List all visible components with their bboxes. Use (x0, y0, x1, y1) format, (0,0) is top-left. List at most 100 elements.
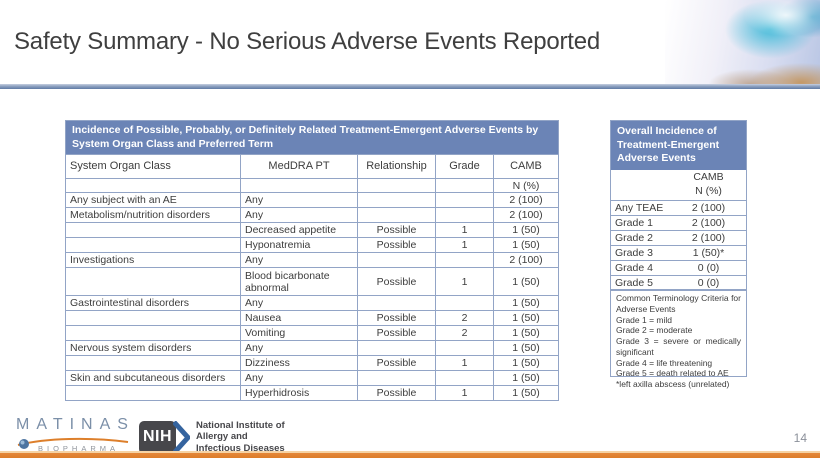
cell-camb: 1 (50) (493, 222, 559, 239)
cell-soc: Nervous system disorders (65, 340, 241, 357)
overall-row: Grade 5 0 (0) (611, 274, 746, 290)
cell-relationship (357, 252, 436, 269)
cell-pt: Any (240, 252, 358, 269)
cell-grade (435, 207, 494, 224)
footnote-line: Grade 4 = life threatening (616, 357, 713, 368)
cell-relationship (357, 370, 436, 387)
cell-grade: 1 (435, 267, 494, 297)
table-row: Any subject with an AE Any 2 (100) (65, 192, 559, 209)
cell-soc (65, 385, 241, 402)
footnote-line: *left axilla abscess (unrelated) (616, 379, 730, 390)
matinas-swoosh-icon (17, 437, 129, 449)
cell-camb: 1 (50) (493, 370, 559, 387)
overall-row-value: 0 (0) (671, 259, 746, 276)
cell-soc (65, 267, 241, 297)
cell-grade: 1 (435, 355, 494, 372)
cell-camb: 1 (50) (493, 385, 559, 402)
cell-relationship: Possible (357, 237, 436, 254)
footnote-line: Grade 5 = death related to AE (616, 368, 729, 379)
footnote-line: Grade 3 = severe or medically significan… (616, 336, 741, 357)
overall-n-pct-label: N (%) (695, 184, 722, 197)
cell-relationship: Possible (357, 222, 436, 239)
table-row: Gastrointestinal disorders Any 1 (50) (65, 295, 559, 312)
table-row: Decreased appetite Possible 1 1 (50) (65, 222, 559, 239)
cell-soc (65, 222, 241, 239)
overall-row: Grade 3 1 (50)* (611, 244, 746, 261)
overall-row-label: Grade 4 (611, 259, 671, 276)
matinas-biopharma-label: BIOPHARMA (38, 444, 120, 453)
cell-grade: 1 (435, 222, 494, 239)
cell-soc: Gastrointestinal disorders (65, 295, 241, 312)
cell-relationship: Possible (357, 325, 436, 342)
grade-legend-footnote: Common Terminology Criteria for Adverse … (610, 289, 747, 389)
cell-pt: Any (240, 295, 358, 312)
cell-soc (65, 310, 241, 327)
overall-row-label: Grade 5 (611, 274, 671, 290)
cell-pt: Vomiting (240, 325, 358, 342)
cell-grade: 1 (435, 237, 494, 254)
overall-row: Grade 1 2 (100) (611, 214, 746, 231)
cell-soc: Skin and subcutaneous disorders (65, 370, 241, 387)
table-subheader-row: N (%) (65, 178, 559, 194)
overall-row: Grade 2 2 (100) (611, 229, 746, 246)
subheader-cell (240, 178, 358, 194)
nih-line: Infectious Diseases (196, 442, 285, 454)
overall-row-value: 2 (100) (671, 229, 746, 246)
overall-row: Any TEAE 2 (100) (611, 199, 746, 216)
cell-relationship: Possible (357, 267, 436, 297)
cell-relationship (357, 207, 436, 224)
cell-grade (435, 340, 494, 357)
cell-relationship (357, 295, 436, 312)
table-row: Blood bicarbonate abnormal Possible 1 1 … (65, 267, 559, 297)
table-row: Nervous system disorders Any 1 (50) (65, 340, 559, 357)
col-header-camb: CAMB (493, 154, 559, 180)
page-title: Safety Summary - No Serious Adverse Even… (14, 28, 601, 55)
cell-relationship: Possible (357, 355, 436, 372)
nih-line: Allergy and (196, 431, 248, 443)
footnote-line: Common Terminology Criteria for Adverse … (616, 293, 741, 314)
cell-pt: Any (240, 192, 358, 209)
table-row: Dizziness Possible 1 1 (50) (65, 355, 559, 372)
cell-relationship (357, 192, 436, 209)
cell-camb: 2 (100) (493, 192, 559, 209)
overall-row-label: Any TEAE (611, 199, 671, 216)
nih-institute-name: National Institute of Allergy and Infect… (196, 420, 285, 454)
cell-grade (435, 295, 494, 312)
overall-row-label: Grade 1 (611, 214, 671, 231)
nih-line: National Institute of (196, 420, 285, 431)
cell-grade: 1 (435, 385, 494, 402)
subheader-cell (435, 178, 494, 194)
cell-camb: 1 (50) (493, 310, 559, 327)
col-header-relationship: Relationship (357, 154, 436, 180)
bottom-accent-bar (0, 451, 820, 458)
table-row: Hyponatremia Possible 1 1 (50) (65, 237, 559, 254)
table-title-row: Incidence of Possible, Probably, or Defi… (65, 119, 559, 156)
footnote-line: Grade 1 = mild (616, 314, 672, 325)
cell-pt: Nausea (240, 310, 358, 327)
col-header-system-organ-class: System Organ Class (65, 154, 241, 180)
cell-camb: 1 (50) (493, 267, 559, 297)
matinas-logo: MATINAS BIOPHARMA (16, 416, 136, 453)
matinas-wordmark: MATINAS (16, 416, 135, 433)
table-row: Vomiting Possible 2 1 (50) (65, 325, 559, 342)
subheader-cell (357, 178, 436, 194)
overall-row-value: 0 (0) (671, 274, 746, 290)
subheader-n-pct: N (%) (493, 178, 559, 194)
cell-grade: 2 (435, 310, 494, 327)
slide-page-number: 14 (793, 431, 807, 445)
cell-relationship: Possible (357, 310, 436, 327)
cell-camb: 1 (50) (493, 340, 559, 357)
footnote-line: Grade 2 = moderate (616, 325, 693, 336)
overall-header-row: CAMB N (%) (611, 170, 746, 201)
table-row: Metabolism/nutrition disorders Any 2 (10… (65, 207, 559, 224)
overall-incidence-table: Overall Incidence of Treatment-Emergent … (610, 120, 747, 291)
cell-relationship: Possible (357, 385, 436, 402)
cell-soc: Investigations (65, 252, 241, 269)
cell-camb: 1 (50) (493, 295, 559, 312)
main-table-title: Incidence of Possible, Probably, or Defi… (65, 119, 559, 156)
table-header-row: System Organ Class MedDRA PT Relationshi… (65, 154, 559, 180)
cell-pt: Hyponatremia (240, 237, 358, 254)
cell-grade (435, 252, 494, 269)
adverse-events-table: Incidence of Possible, Probably, or Defi… (65, 119, 559, 402)
cell-pt: Any (240, 370, 358, 387)
